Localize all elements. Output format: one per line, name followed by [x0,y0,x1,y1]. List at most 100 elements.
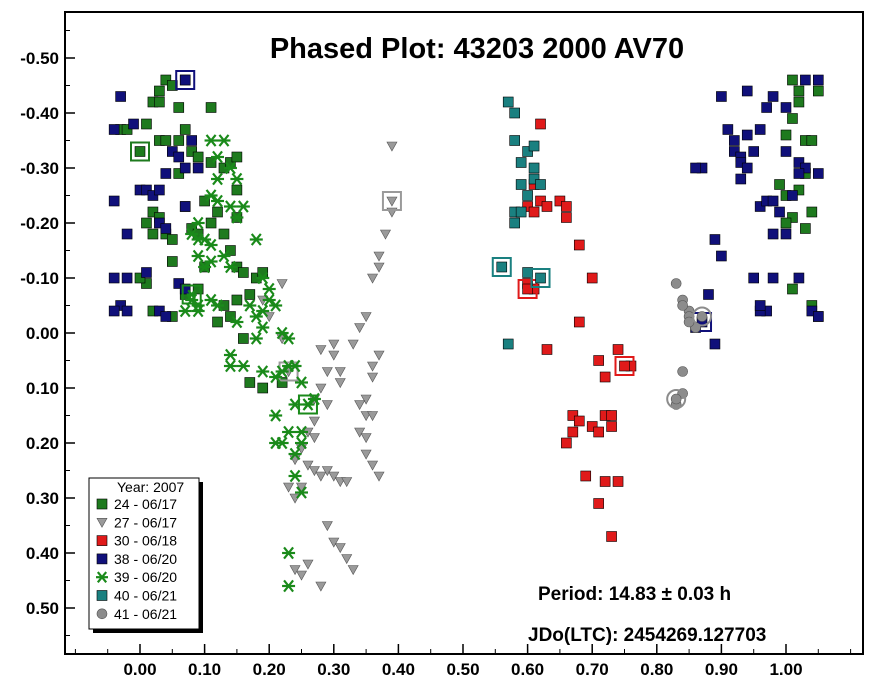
data-point [780,129,792,141]
x-tick-label: 0.60 [511,660,544,679]
highlighted-point [692,306,713,327]
data-point [793,157,805,168]
data-point [806,305,818,317]
data-point [561,212,572,223]
data-point [528,173,540,185]
legend-label: 40 - 06/21 [114,588,177,604]
data-point [735,173,747,185]
data-point [147,228,159,240]
data-point [230,172,244,186]
data-point [167,256,178,267]
data-point [716,91,727,102]
data-point [276,279,288,290]
x-tick-label: 1.00 [769,660,802,679]
data-point [211,194,225,208]
data-point [812,311,824,322]
data-point [677,366,688,377]
data-point [800,223,811,234]
data-point [767,272,779,284]
data-point [160,168,172,179]
data-point [173,151,185,163]
data-point [283,482,295,493]
data-point [249,233,263,246]
data-point [606,421,617,432]
highlighted-point [666,389,687,409]
x-tick-label: 0.40 [382,660,415,679]
data-point [593,355,604,366]
chart-title: Phased Plot: 43203 2000 AV70 [270,33,684,65]
x-tick-label: 0.70 [576,660,609,679]
data-point [328,537,340,548]
data-point [528,206,540,218]
data-point [185,227,199,241]
data-point [282,425,296,439]
data-point [812,85,824,97]
data-point [147,190,159,201]
data-point [354,400,366,411]
data-point [108,195,120,207]
y-tick-label: 0.20 [26,434,59,453]
data-point [741,162,753,174]
data-point [269,436,283,450]
data-point [509,135,520,146]
data-point [535,118,546,130]
data-point [541,344,553,355]
epoch-annotation: JDo(LTC): 2454269.127703 [528,625,766,646]
highlighted-point [297,394,318,415]
data-point [262,293,276,307]
data-point [249,332,263,345]
data-point [192,283,204,295]
data-point [586,272,598,284]
highlighted-point [530,268,551,288]
data-point [115,300,126,311]
data-point [780,217,792,229]
y-tick-label: 0.10 [26,379,59,398]
data-point [599,476,611,487]
series-5 [178,134,321,593]
data-point [509,107,520,119]
data-point [141,217,152,229]
data-point [223,348,237,362]
highlighted-point [130,141,150,162]
data-points [108,70,824,593]
data-point [128,118,139,130]
data-point [567,426,579,438]
legend-marker [96,590,108,601]
data-point [321,521,333,532]
data-point [767,195,779,207]
axis-ticks [65,30,852,654]
y-tick-label: -0.30 [20,159,59,178]
data-point [515,179,527,190]
data-point [354,323,366,334]
data-point [257,382,269,394]
data-point [328,339,340,350]
data-point [154,217,165,229]
data-point [515,157,527,168]
highlighted-point [175,70,196,90]
legend-title: Year: 2007 [117,479,184,495]
data-point [593,498,604,509]
data-point [367,372,379,383]
data-point [244,377,256,388]
data-point [217,134,231,147]
data-point [367,273,379,284]
x-tick-label: 0.20 [253,660,286,679]
data-point [334,543,346,554]
data-point [191,249,205,263]
period-annotation: Period: 14.83 ± 0.03 h [538,584,731,605]
legend-marker [96,553,108,565]
data-point [204,189,218,202]
data-point [121,124,133,135]
data-point [800,74,811,86]
data-point [223,161,237,175]
data-point [262,282,276,296]
data-point [586,421,598,432]
data-point [793,168,805,179]
data-point [269,370,283,384]
data-point [295,376,308,389]
data-point [302,559,314,570]
x-tick-label: 0.80 [640,660,673,679]
data-point [315,581,327,592]
data-point [748,146,760,157]
data-point [198,233,212,246]
